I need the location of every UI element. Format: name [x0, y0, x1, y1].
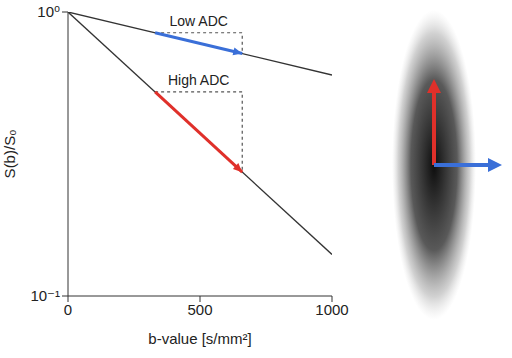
svg-text:S(b)/S₀: S(b)/S₀ [1, 130, 18, 179]
svg-text:1000: 1000 [315, 301, 348, 318]
svg-text:10⁰: 10⁰ [37, 3, 60, 20]
svg-text:High ADC: High ADC [168, 72, 229, 88]
svg-text:0: 0 [64, 301, 72, 318]
svg-text:10⁻¹: 10⁻¹ [30, 287, 60, 304]
svg-text:500: 500 [187, 301, 212, 318]
svg-text:b-value [s/mm²]: b-value [s/mm²] [148, 330, 251, 347]
svg-text:Low ADC: Low ADC [170, 13, 228, 29]
